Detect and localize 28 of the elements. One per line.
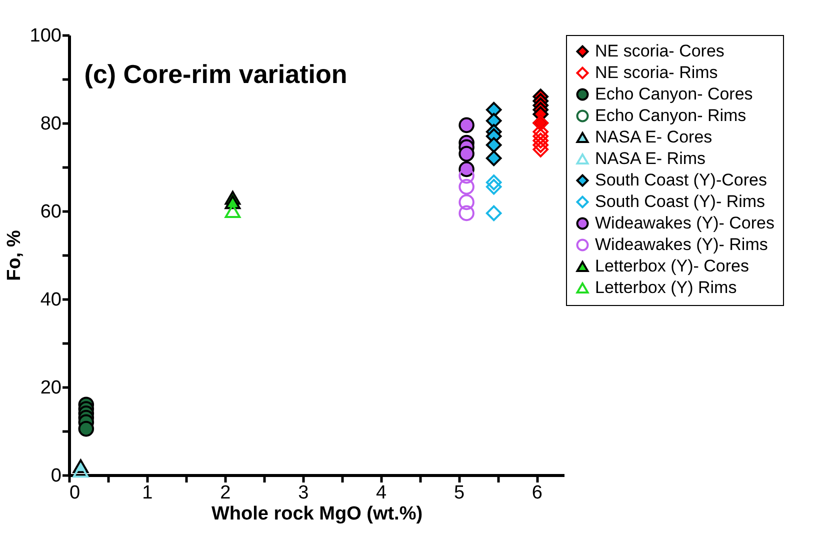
legend-label: NASA E- Rims [595, 149, 706, 168]
legend-label: Wideawakes (Y)- Cores [595, 214, 774, 232]
legend-label: Echo Canyon- Cores [595, 84, 753, 104]
x-axis-title: Whole rock MgO (wt.%) [211, 504, 423, 524]
y-axis-title: Fo, % [4, 230, 25, 281]
legend-label: Wideawakes (Y)- Rims [595, 235, 768, 254]
x-tick-label: 0 [70, 482, 80, 504]
text: (c) Core-rim variation [84, 59, 348, 89]
legend-label: NASA E- Cores [595, 128, 712, 146]
legend-label: Echo Canyon- Rims [595, 106, 746, 125]
y-tick-label: 100 [30, 26, 62, 46]
legend-label: South Coast (Y)- Rims [595, 192, 766, 211]
y-tick-label: 20 [40, 378, 62, 398]
x-tick-label: 4 [376, 482, 388, 504]
legend-label: NE scoria- Rims [595, 63, 718, 82]
y-tick-label: 40 [40, 290, 62, 310]
y-tick-label: 0 [50, 466, 62, 486]
y-tick-label: 60 [40, 202, 62, 222]
x-tick-label: 6 [532, 482, 543, 504]
legend-label: Letterbox (Y) Rims [595, 278, 737, 297]
legend-label: South Coast (Y)-Cores [595, 170, 767, 190]
legend-label: Letterbox (Y)- Cores [595, 256, 749, 276]
x-tick-label: 2 [220, 482, 231, 504]
x-tick-label: 5 [454, 482, 465, 504]
x-tick-label: 3 [298, 482, 309, 504]
y-tick-label: 80 [40, 114, 62, 134]
legend-label: NE scoria- Cores [595, 42, 724, 60]
x-tick-label: 1 [142, 482, 153, 504]
